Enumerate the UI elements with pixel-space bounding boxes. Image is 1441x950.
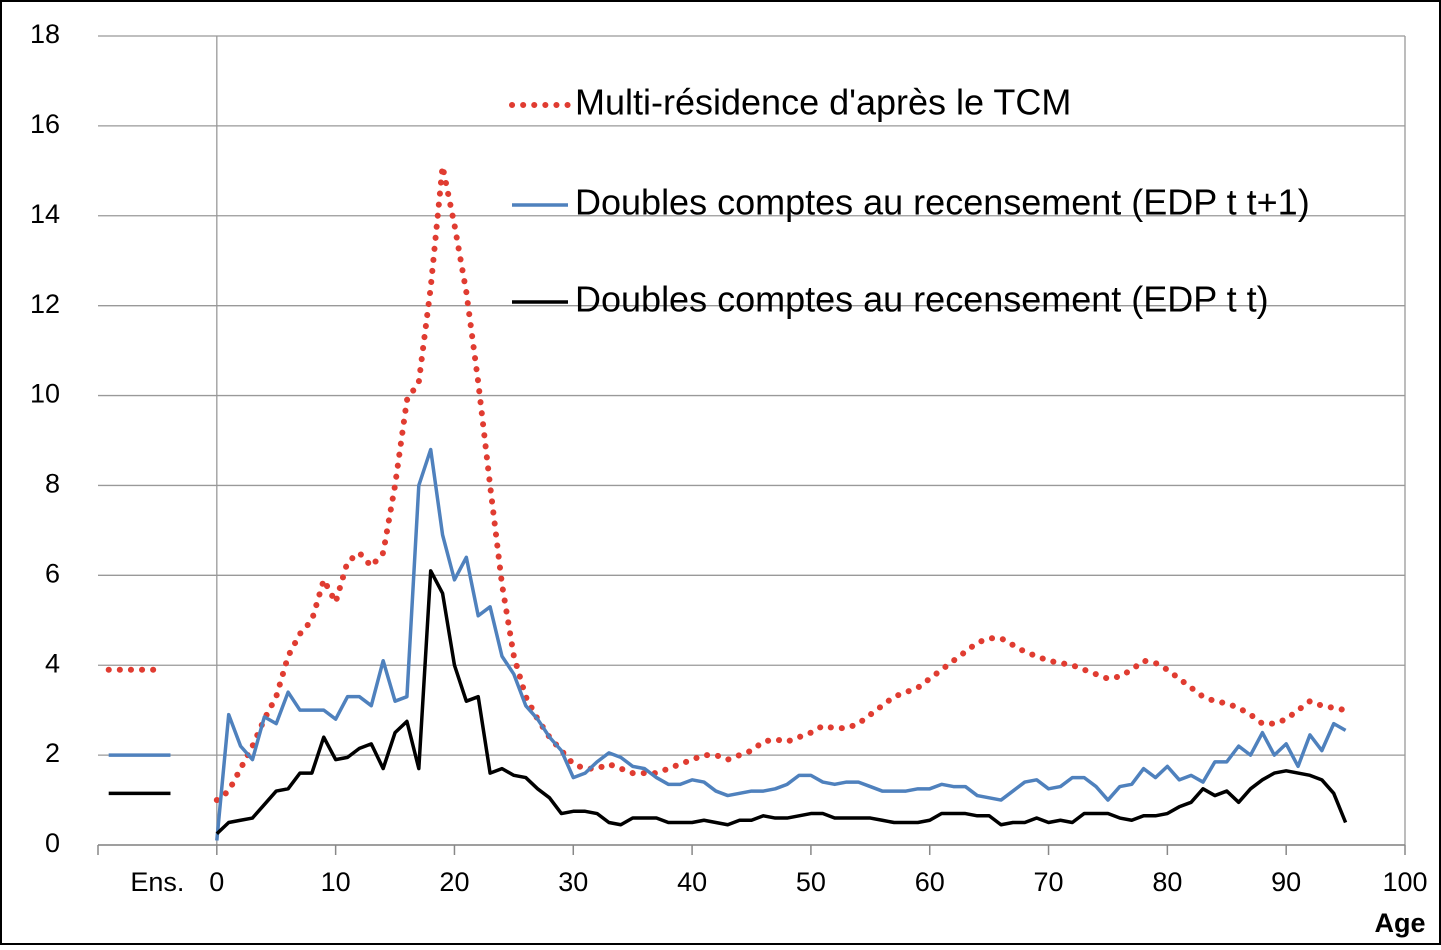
y-tick-label: 6: [45, 558, 60, 588]
x-tick-label: 100: [1382, 867, 1427, 897]
y-tick-label: 4: [45, 648, 60, 678]
legend-label: Doubles comptes au recensement (EDP t t): [575, 279, 1269, 320]
x-tick-label: 0: [209, 867, 224, 897]
series-line: [215, 447, 1347, 841]
x-tick-label: 20: [439, 867, 469, 897]
x-tick-label: 70: [1034, 867, 1064, 897]
x-tick-label: 40: [677, 867, 707, 897]
series-line: [213, 165, 1349, 804]
y-tick-label: 14: [30, 199, 60, 229]
x-tick-label: 60: [915, 867, 945, 897]
x-tick-label: 50: [796, 867, 826, 897]
y-tick-label: 12: [30, 289, 60, 319]
y-tick-label: 0: [45, 828, 60, 858]
y-tick-label: 16: [30, 109, 60, 139]
y-tick-label: 8: [45, 469, 60, 499]
y-tick-label: 18: [30, 19, 60, 49]
legend-label: Multi-résidence d'après le TCM: [575, 82, 1071, 123]
y-tick-label: 10: [30, 379, 60, 409]
x-tick-label: Ens.: [130, 867, 184, 897]
y-tick-label: 2: [45, 738, 60, 768]
x-tick-label: 30: [558, 867, 588, 897]
x-tick-label: 10: [321, 867, 351, 897]
x-axis-label: Age: [1374, 908, 1425, 938]
legend-label: Doubles comptes au recensement (EDP t t+…: [575, 182, 1310, 223]
x-tick-label: 80: [1152, 867, 1182, 897]
series-line: [215, 569, 1348, 836]
x-tick-label: 90: [1271, 867, 1301, 897]
